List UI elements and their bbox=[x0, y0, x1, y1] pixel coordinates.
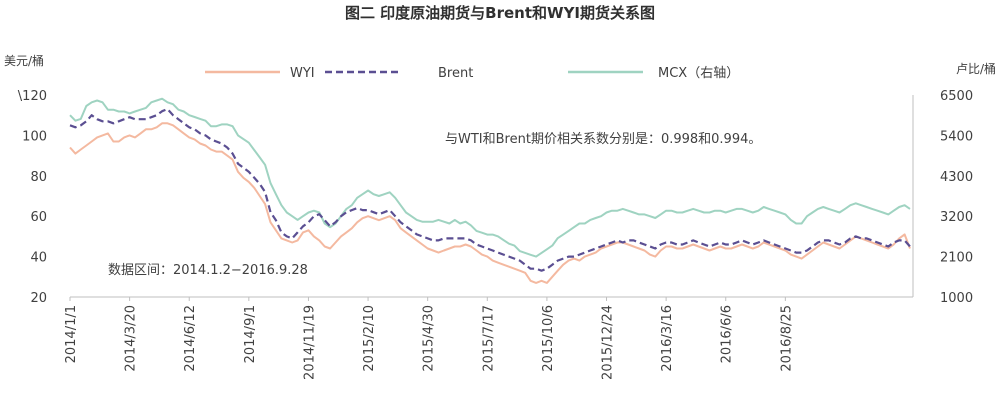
axis-lines bbox=[70, 95, 914, 298]
left-tick-label: 100 bbox=[22, 129, 47, 144]
x-tick-label: 2015/12/24 bbox=[601, 305, 616, 380]
x-tick-label: 2014/9/1 bbox=[243, 305, 258, 363]
left-tick-label: \120 bbox=[18, 89, 47, 104]
series-lines bbox=[69, 97, 911, 284]
x-tick-label: 2014/11/19 bbox=[302, 305, 317, 380]
left-y-axis: \120 100 80 60 40 20 bbox=[18, 89, 47, 306]
left-axis-unit: 美元/桶 bbox=[4, 53, 44, 68]
x-tick-label: 2014/6/12 bbox=[183, 305, 198, 372]
legend-label: Brent bbox=[438, 66, 473, 81]
legend: WYI Brent MCX（右轴） bbox=[205, 66, 739, 81]
series-line-brent bbox=[69, 107, 911, 272]
x-tick-label: 2015/7/17 bbox=[481, 305, 496, 372]
series-line-mcx bbox=[69, 97, 911, 258]
right-tick-label: 5400 bbox=[940, 129, 973, 144]
x-tick-label: 2016/3/16 bbox=[660, 305, 675, 372]
x-tick-label: 2015/10/6 bbox=[541, 305, 556, 372]
right-tick-label: 2100 bbox=[940, 251, 973, 266]
right-tick-label: 4300 bbox=[940, 170, 973, 185]
left-tick-label: 20 bbox=[30, 291, 47, 306]
right-y-axis: 6500 5400 4300 3200 2100 1000 bbox=[940, 89, 973, 306]
x-tick-label: 2014/1/1 bbox=[64, 305, 79, 363]
x-tick-label: 2016/8/25 bbox=[779, 305, 794, 372]
x-tick-label: 2014/3/20 bbox=[124, 305, 139, 372]
left-tick-label: 60 bbox=[30, 210, 47, 225]
right-tick-label: 1000 bbox=[940, 291, 973, 306]
right-tick-label: 3200 bbox=[940, 210, 973, 225]
x-axis: 2014/1/1 2014/3/20 2014/6/12 2014/9/1 2014/1… bbox=[64, 297, 794, 380]
x-tick-label: 2015/4/30 bbox=[422, 305, 437, 372]
left-tick-label: 80 bbox=[30, 170, 47, 185]
date-range-annotation: 数据区间：2014.1.2−2016.9.28 bbox=[108, 263, 308, 278]
correlation-annotation: 与WTI和Brent期价相关系数分别是：0.998和0.994。 bbox=[445, 132, 761, 147]
legend-label: WYI bbox=[290, 66, 315, 81]
x-tick-label: 2015/2/10 bbox=[362, 305, 377, 372]
chart-title: 图二 印度原油期货与Brent和WYI期货关系图 bbox=[345, 4, 655, 22]
right-tick-label: 6500 bbox=[940, 89, 973, 104]
legend-label: MCX（右轴） bbox=[658, 66, 739, 81]
left-tick-label: 40 bbox=[30, 251, 47, 266]
right-axis-unit: 卢比/桶 bbox=[956, 61, 996, 76]
series-line-wyi bbox=[69, 122, 911, 284]
x-tick-label: 2016/6/6 bbox=[720, 305, 735, 363]
